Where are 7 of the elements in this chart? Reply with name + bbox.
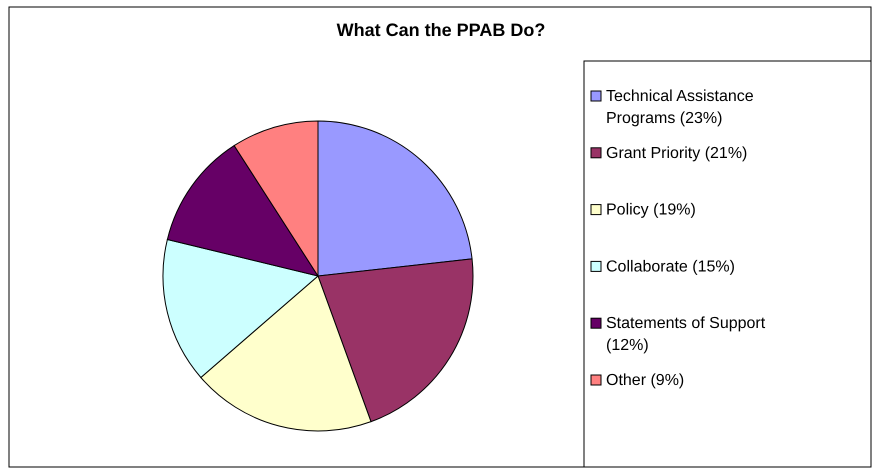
legend-label: Other (9%) xyxy=(606,372,684,389)
legend-label: Collaborate (15%) xyxy=(606,258,735,276)
legend-label: Technical Assistance Programs (23%) xyxy=(606,88,754,127)
legend-label: Grant Priority (21%) xyxy=(606,144,748,162)
legend-label: Statements of Support (12%) xyxy=(606,315,766,354)
legend-label: Policy (19%) xyxy=(606,202,696,219)
chart-title: What Can the PPAB Do? xyxy=(336,20,546,40)
